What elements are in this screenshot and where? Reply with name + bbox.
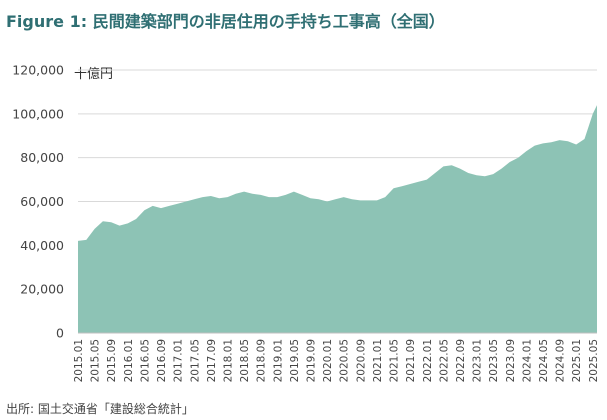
x-tick-label: 2016.05 <box>139 339 151 382</box>
x-tick-label: 2024.05 <box>538 339 550 382</box>
unit-label: 十億円 <box>74 67 114 82</box>
x-tick-label: 2022.01 <box>422 339 434 382</box>
x-tick-label: 2023.09 <box>505 339 517 382</box>
y-tick-label: 60,000 <box>20 194 64 209</box>
x-tick-label: 2017.01 <box>173 339 185 382</box>
x-tick-label: 2017.05 <box>189 339 201 382</box>
x-tick-label: 2015.01 <box>73 339 85 382</box>
area-chart: 020,00040,00060,00080,000100,000120,000 … <box>12 63 600 383</box>
y-axis-ticks: 0 20,000 40,000 60,000 80,000 100,000 120,000 <box>12 63 64 341</box>
x-tick-label: 2019.01 <box>272 339 284 382</box>
x-tick-label: 2021.05 <box>389 339 401 382</box>
x-tick-label: 2022.09 <box>455 339 467 382</box>
source-note: 出所: 国土交通省「建設総合統計」 <box>6 402 194 416</box>
x-tick-label: 2016.01 <box>123 339 135 382</box>
x-tick-label: 2023.01 <box>472 339 484 382</box>
figure-number: Figure 1: <box>6 12 88 31</box>
x-tick-label: 2025.05 <box>588 339 600 382</box>
series-area <box>78 105 597 333</box>
y-tick-label: 80,000 <box>20 150 64 165</box>
x-tick-label: 2024.01 <box>521 339 533 382</box>
x-tick-label: 2022.05 <box>438 339 450 382</box>
x-tick-label: 2020.05 <box>339 339 351 382</box>
x-tick-label: 2024.09 <box>555 339 567 382</box>
x-tick-label: 2021.09 <box>405 339 417 382</box>
y-tick-label: 100,000 <box>12 106 64 121</box>
x-tick-label: 2018.01 <box>223 339 235 382</box>
x-tick-label: 2020.09 <box>355 339 367 382</box>
x-tick-label: 2015.09 <box>106 339 118 382</box>
y-tick-label: 40,000 <box>20 238 64 253</box>
x-tick-label: 2017.09 <box>206 339 218 382</box>
x-tick-label: 2018.09 <box>256 339 268 382</box>
x-tick-label: 2021.01 <box>372 339 384 382</box>
chart-title: Figure 1: 民間建築部門の非居住用の手持ち工事高（全国） <box>6 8 445 32</box>
x-tick-label: 2019.09 <box>306 339 318 382</box>
y-tick-label: 0 <box>56 326 64 341</box>
y-tick-label: 20,000 <box>20 282 64 297</box>
title-text: 民間建築部門の非居住用の手持ち工事高（全国） <box>92 12 445 31</box>
x-tick-label: 2015.05 <box>90 339 102 382</box>
x-tick-label: 2018.05 <box>239 339 251 382</box>
x-tick-label: 2019.05 <box>289 339 301 382</box>
x-axis-ticks: 2015.01 2015.05 2015.09 2016.01 2016.05 2016.… <box>73 339 600 382</box>
x-tick-label: 2016.09 <box>156 339 168 382</box>
x-tick-label: 2023.05 <box>488 339 500 382</box>
x-tick-label: 2025.01 <box>571 339 583 382</box>
y-tick-label: 120,000 <box>12 63 64 78</box>
x-tick-label: 2020.01 <box>322 339 334 382</box>
